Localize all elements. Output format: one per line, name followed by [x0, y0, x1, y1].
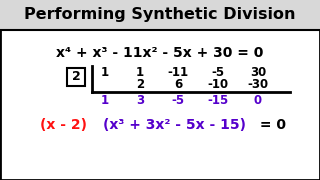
Text: 2: 2: [136, 78, 144, 91]
Text: -15: -15: [207, 93, 228, 107]
Text: -30: -30: [247, 78, 268, 91]
FancyBboxPatch shape: [67, 68, 85, 86]
Text: 2: 2: [72, 71, 80, 84]
Text: -10: -10: [207, 78, 228, 91]
Text: 3: 3: [136, 93, 144, 107]
Text: = 0: = 0: [255, 118, 286, 132]
Text: 1: 1: [101, 66, 109, 78]
Text: 1: 1: [136, 66, 144, 78]
Text: 6: 6: [174, 78, 182, 91]
Text: -11: -11: [167, 66, 188, 78]
Text: (x - 2): (x - 2): [40, 118, 87, 132]
Text: -5: -5: [172, 93, 185, 107]
Text: 0: 0: [254, 93, 262, 107]
Text: Performing Synthetic Division: Performing Synthetic Division: [24, 8, 296, 22]
Bar: [0, 0, 320, 30]
Text: 30: 30: [250, 66, 266, 78]
Text: x⁴ + x³ - 11x² - 5x + 30 = 0: x⁴ + x³ - 11x² - 5x + 30 = 0: [56, 46, 264, 60]
Text: (x³ + 3x² - 5x - 15): (x³ + 3x² - 5x - 15): [103, 118, 246, 132]
Text: 1: 1: [101, 93, 109, 107]
Text: -5: -5: [212, 66, 225, 78]
